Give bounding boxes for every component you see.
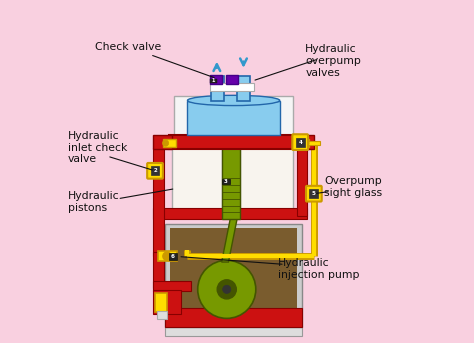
Bar: [296, 138, 305, 146]
Bar: [210, 75, 222, 84]
Text: 2: 2: [153, 168, 157, 173]
Text: Check valve: Check valve: [95, 42, 214, 78]
FancyBboxPatch shape: [306, 186, 322, 202]
Bar: [310, 189, 319, 198]
Bar: [163, 139, 175, 147]
Bar: [158, 251, 177, 261]
Text: Hydraulic
inlet check
valve: Hydraulic inlet check valve: [68, 131, 128, 164]
Bar: [151, 166, 159, 175]
Bar: [165, 308, 302, 327]
Text: 5: 5: [312, 191, 316, 196]
Text: Overpump
sight glass: Overpump sight glass: [324, 176, 382, 198]
Bar: [210, 83, 254, 91]
Bar: [169, 253, 176, 260]
FancyBboxPatch shape: [292, 134, 308, 150]
Bar: [297, 135, 307, 216]
Bar: [187, 101, 280, 135]
Bar: [210, 79, 217, 83]
Circle shape: [198, 260, 256, 318]
Ellipse shape: [187, 95, 280, 106]
Text: 1: 1: [212, 79, 215, 83]
Bar: [296, 139, 309, 147]
Bar: [226, 75, 237, 84]
Bar: [155, 294, 167, 312]
Circle shape: [163, 252, 171, 260]
Bar: [174, 96, 293, 135]
Bar: [297, 135, 314, 149]
Bar: [153, 148, 164, 256]
Text: Hydraulic
overpump
valves: Hydraulic overpump valves: [305, 45, 361, 78]
Bar: [153, 209, 307, 218]
Polygon shape: [222, 211, 239, 262]
Bar: [237, 76, 250, 102]
Bar: [153, 252, 164, 288]
Text: Hydraulic
pistons: Hydraulic pistons: [68, 191, 119, 213]
Text: Hydraulic
injection pump: Hydraulic injection pump: [278, 258, 359, 280]
Bar: [172, 147, 222, 216]
Circle shape: [217, 280, 237, 299]
Circle shape: [163, 140, 169, 146]
Bar: [153, 281, 191, 291]
FancyBboxPatch shape: [147, 163, 163, 179]
Bar: [240, 147, 293, 216]
Text: 4: 4: [298, 140, 302, 145]
Text: 3: 3: [224, 179, 228, 184]
Bar: [153, 135, 172, 149]
Circle shape: [223, 285, 231, 294]
Bar: [169, 135, 299, 149]
Bar: [157, 310, 167, 319]
Bar: [308, 141, 320, 145]
Bar: [165, 224, 302, 327]
Bar: [222, 144, 240, 219]
Bar: [165, 327, 302, 336]
Bar: [211, 76, 224, 102]
Text: 6: 6: [171, 254, 175, 259]
Bar: [153, 290, 181, 314]
Circle shape: [303, 140, 309, 146]
Bar: [222, 179, 230, 185]
Bar: [170, 227, 297, 323]
